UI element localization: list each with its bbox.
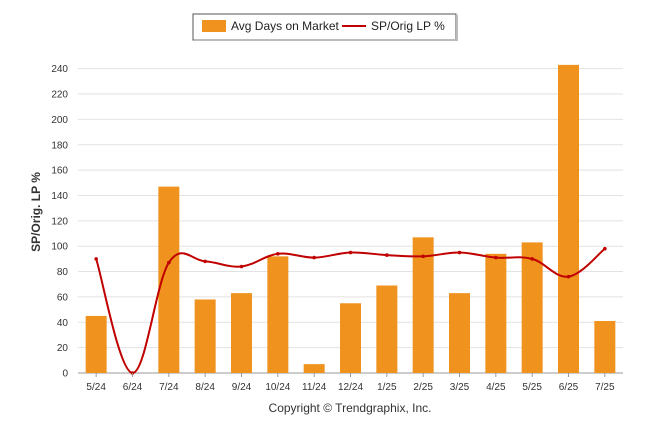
line-point-2/25 bbox=[421, 254, 425, 259]
y-tick-label: 180 bbox=[51, 140, 68, 151]
bar-9/24 bbox=[231, 293, 252, 373]
legend-shadow-right bbox=[456, 15, 458, 41]
y-tick-label: 240 bbox=[51, 64, 68, 75]
x-tick-label: 12/24 bbox=[338, 382, 363, 393]
y-tick-label: 220 bbox=[51, 90, 68, 101]
line-point-9/24 bbox=[239, 264, 244, 269]
line-series bbox=[94, 246, 607, 375]
x-tick-label: 1/25 bbox=[377, 382, 397, 393]
copyright-text: Copyright © Trendgraphix, Inc. bbox=[269, 401, 432, 415]
x-tick-label: 11/24 bbox=[302, 382, 327, 393]
line-point-3/25 bbox=[457, 250, 462, 255]
y-tick-label: 160 bbox=[51, 166, 68, 177]
y-tick-label: 80 bbox=[57, 267, 69, 278]
legend: Avg Days on Market SP/Orig LP % bbox=[192, 13, 458, 41]
y-tick-label: 140 bbox=[51, 191, 68, 202]
x-tick-label: 10/24 bbox=[265, 382, 290, 393]
line-point-4/25 bbox=[494, 255, 498, 260]
y-tick-label: 100 bbox=[51, 242, 68, 253]
line-point-5/25 bbox=[530, 257, 534, 261]
y-tick-label: 20 bbox=[57, 343, 69, 354]
line-point-10/24 bbox=[276, 252, 280, 256]
legend-box bbox=[192, 13, 457, 41]
line-point-7/24 bbox=[167, 260, 171, 265]
bar-7/25 bbox=[594, 321, 616, 373]
y-axis-ticks: 0 20 40 60 80 100 120 140 160 180 200 220 240 bbox=[51, 64, 68, 379]
y-tick-label: 120 bbox=[51, 216, 68, 227]
line-point-8/24 bbox=[203, 259, 207, 264]
line-point-1/25 bbox=[385, 253, 389, 257]
y-axis-label: SP/Orig. LP % bbox=[29, 172, 43, 252]
y-tick-label: 200 bbox=[51, 115, 68, 126]
bar-6/25 bbox=[558, 64, 579, 373]
legend-label-line: SP/Orig LP % bbox=[371, 19, 445, 33]
bar-7/24 bbox=[158, 186, 180, 373]
y-tick-label: 0 bbox=[62, 369, 68, 380]
x-tick-label: 5/25 bbox=[522, 382, 542, 393]
bar-5/24 bbox=[85, 315, 107, 373]
line-point-7/25 bbox=[603, 246, 607, 251]
bar-2/25 bbox=[412, 237, 434, 373]
x-tick-label: 4/25 bbox=[486, 382, 506, 393]
y-tick-label: 40 bbox=[57, 318, 69, 329]
bar-11/24 bbox=[303, 364, 325, 373]
line-point-12/24 bbox=[348, 250, 353, 255]
x-tick-label: 5/24 bbox=[86, 382, 106, 393]
bar-8/24 bbox=[194, 299, 216, 373]
bar-5/25 bbox=[521, 242, 543, 373]
x-tick-label: 3/25 bbox=[450, 382, 470, 393]
x-axis-ticks: 5/24 6/24 7/24 8/24 9/24 10/24 11/24 12/24 1/25 2… bbox=[86, 373, 615, 393]
bar-1/25 bbox=[376, 285, 398, 373]
x-tick-label: 7/25 bbox=[595, 382, 615, 393]
x-tick-label: 2/25 bbox=[413, 382, 433, 393]
x-tick-label: 6/25 bbox=[559, 382, 579, 393]
x-tick-label: 7/24 bbox=[159, 382, 179, 393]
line-point-5/24 bbox=[94, 257, 98, 261]
line-path bbox=[95, 247, 606, 375]
bar-series bbox=[85, 64, 616, 373]
legend-swatch-bar bbox=[202, 20, 226, 32]
x-tick-label: 6/24 bbox=[123, 382, 143, 393]
x-tick-label: 9/24 bbox=[232, 382, 252, 393]
x-tick-label: 8/24 bbox=[195, 382, 215, 393]
bar-4/25 bbox=[485, 253, 507, 373]
bar-10/24 bbox=[267, 256, 289, 373]
legend-label-bar: Avg Days on Market bbox=[231, 19, 339, 33]
bar-12/24 bbox=[340, 303, 361, 373]
y-tick-label: 60 bbox=[57, 292, 69, 303]
line-point-6/25 bbox=[566, 274, 571, 279]
bar-3/25 bbox=[449, 293, 470, 373]
line-point-11/24 bbox=[312, 255, 316, 260]
legend-shadow bbox=[194, 39, 457, 41]
